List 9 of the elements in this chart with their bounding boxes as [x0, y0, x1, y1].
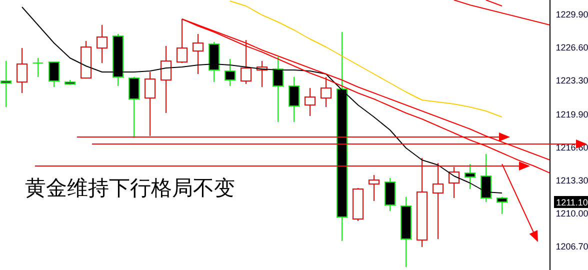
y-tick-label: 1211.10	[556, 198, 588, 208]
y-tick-label: 1206.70	[556, 242, 588, 252]
y-tick-label: 1229.90	[556, 10, 588, 20]
y-tick-label: 1213.30	[556, 176, 588, 186]
y-tick-label: 1226.60	[556, 42, 588, 52]
y-tick-label: 1223.30	[556, 76, 588, 86]
annotation: 黄金维持下行格局不变	[25, 176, 235, 200]
y-tick-label: 1210.00	[556, 208, 588, 218]
y-tick-label: 1219.90	[556, 110, 588, 120]
